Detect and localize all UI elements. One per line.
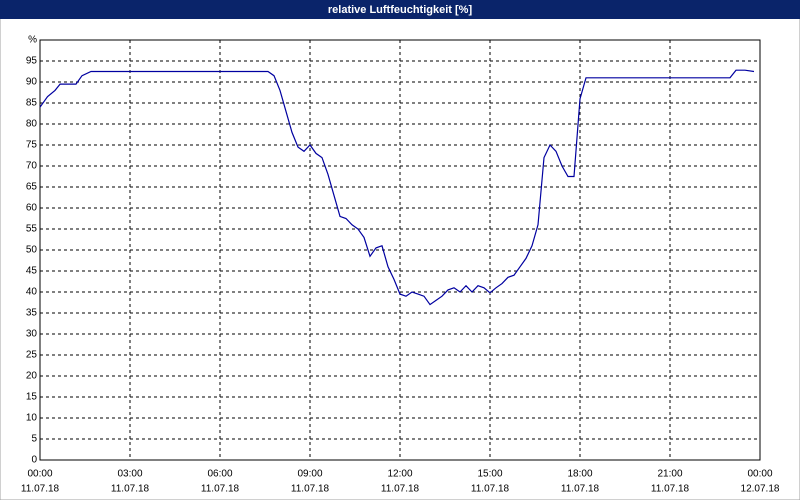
x-tick-date: 11.07.18 [381, 484, 420, 495]
y-tick-label: 10 [26, 413, 38, 424]
x-tick-label: 12:00 [387, 469, 412, 480]
y-tick-label: % [28, 35, 37, 46]
y-tick-label: 95 [26, 56, 38, 67]
y-tick-label: 70 [26, 161, 38, 172]
y-tick-label: 80 [26, 119, 38, 130]
y-tick-label: 35 [26, 308, 38, 319]
x-tick-date: 12.07.18 [741, 484, 780, 495]
data-line [39, 69, 755, 306]
x-tick-label: 00:00 [747, 469, 772, 480]
x-tick-date: 11.07.18 [291, 484, 330, 495]
x-tick-label: 00:00 [27, 469, 52, 480]
y-tick-label: 90 [26, 77, 38, 88]
y-tick-label: 60 [26, 203, 38, 214]
y-tick-label: 50 [26, 245, 38, 256]
y-tick-label: 65 [26, 182, 38, 193]
y-tick-label: 55 [26, 224, 38, 235]
x-tick-label: 06:00 [207, 469, 232, 480]
x-tick-date: 11.07.18 [561, 484, 600, 495]
y-tick-label: 20 [26, 371, 38, 382]
y-tick-label: 40 [26, 287, 38, 298]
y-tick-label: 15 [26, 392, 38, 403]
y-tick-label: 75 [26, 140, 38, 151]
chart-title: relative Luftfeuchtigkeit [%] [328, 4, 473, 16]
y-tick-label: 85 [26, 98, 38, 109]
x-tick-label: 09:00 [297, 469, 322, 480]
y-tick-label: 30 [26, 329, 38, 340]
x-tick-date: 11.07.18 [201, 484, 240, 495]
x-tick-date: 11.07.18 [21, 484, 60, 495]
x-tick-label: 15:00 [477, 469, 502, 480]
x-tick-label: 03:00 [117, 469, 142, 480]
x-tick-date: 11.07.18 [651, 484, 690, 495]
x-tick-label: 21:00 [657, 469, 682, 480]
title-bar [0, 0, 800, 19]
plot-border [39, 39, 761, 461]
x-tick-date: 11.07.18 [111, 484, 150, 495]
y-tick-label: 45 [26, 266, 38, 277]
x-tick-date: 11.07.18 [471, 484, 510, 495]
y-tick-label: 25 [26, 350, 38, 361]
x-tick-label: 18:00 [567, 469, 592, 480]
y-tick-label: 0 [31, 455, 37, 466]
y-tick-label: 5 [31, 434, 37, 445]
